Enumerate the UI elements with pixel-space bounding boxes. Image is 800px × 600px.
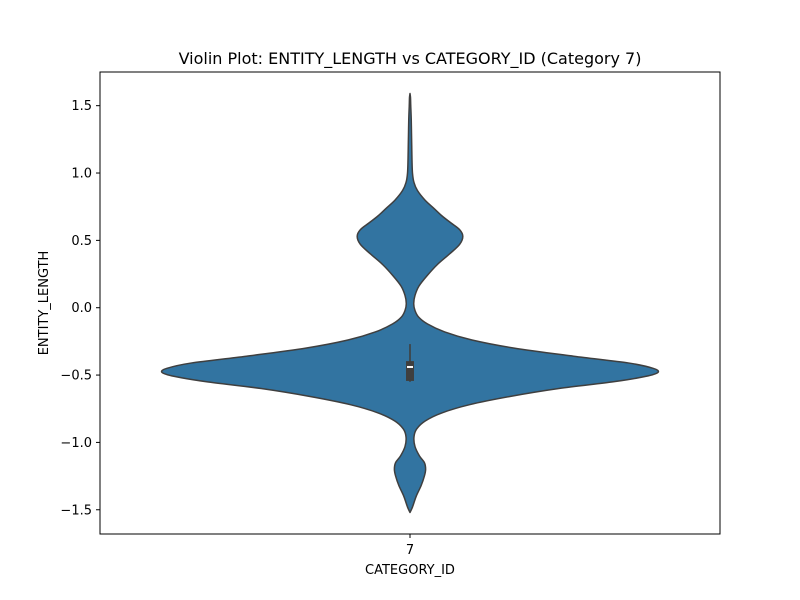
x-tick-label: 7	[406, 543, 414, 558]
violin-box-7	[406, 361, 414, 381]
y-axis: −1.5 −1.0 −0.5 0.0 0.5 1.0 1.5	[60, 99, 100, 518]
x-axis: 7	[406, 534, 414, 558]
y-tick-label: −1.0	[60, 436, 92, 451]
y-tick-label: 0.5	[71, 234, 92, 249]
y-tick-label: 1.5	[71, 99, 92, 114]
chart-title: Violin Plot: ENTITY_LENGTH vs CATEGORY_I…	[179, 49, 642, 69]
y-tick-label: −1.5	[60, 503, 92, 518]
x-axis-label: CATEGORY_ID	[365, 563, 455, 578]
y-axis-label: ENTITY_LENGTH	[37, 251, 52, 356]
y-tick-label: −0.5	[60, 369, 92, 384]
y-tick-label: 0.0	[71, 301, 92, 316]
plot-area	[160, 92, 660, 514]
y-tick-label: 1.0	[71, 167, 92, 182]
violin-body-7	[160, 92, 660, 514]
